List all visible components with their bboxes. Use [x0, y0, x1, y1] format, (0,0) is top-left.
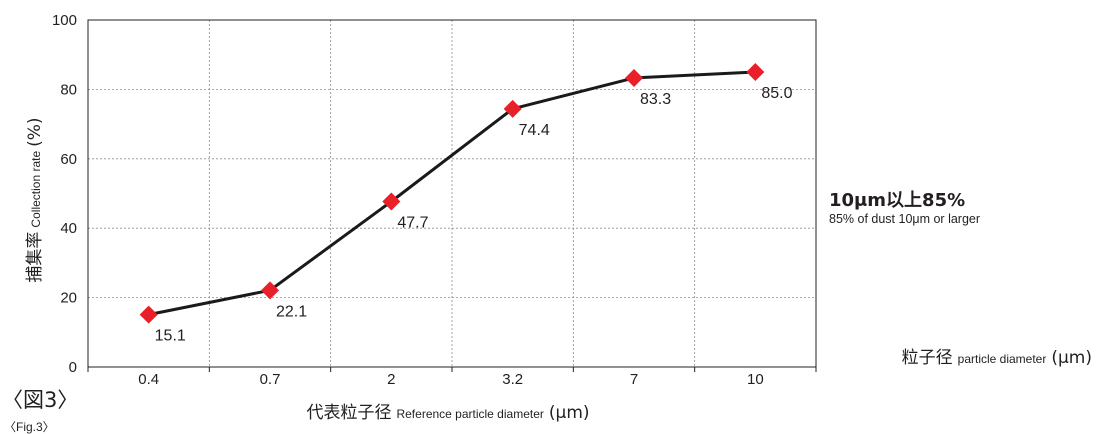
- x-axis-title-unit: (μm): [549, 403, 590, 423]
- x-tick-label: 7: [630, 371, 638, 388]
- side-x-axis-label-en: particle diameter: [958, 352, 1047, 366]
- data-point-marker: [746, 63, 765, 82]
- x-tick-label: 2: [387, 371, 395, 388]
- series-collection-rate: [139, 63, 765, 324]
- x-axis-title-ja: 代表粒子径: [306, 403, 391, 423]
- side-x-axis-label-unit: (μm): [1051, 348, 1092, 368]
- data-point-marker: [261, 281, 279, 300]
- y-axis-title-en: Collection rate: [29, 151, 43, 228]
- x-tick-label: 0.4: [138, 371, 159, 388]
- y-axis-title: 捕集率 Collection rate (%): [25, 117, 45, 282]
- data-point-marker: [503, 99, 522, 118]
- x-tick-label: 0.7: [260, 371, 281, 388]
- y-tick-label: 40: [60, 220, 77, 237]
- y-tick-label: 20: [60, 290, 77, 307]
- annotation-title: 10μm以上85%: [829, 190, 965, 211]
- x-axis-title: 代表粒子径 Reference particle diameter (μm): [306, 403, 589, 423]
- figure-label-ja: 〈図3〉: [2, 388, 78, 412]
- data-labels: 15.1 22.1 47.7 74.4 83.3 85.0: [155, 85, 793, 345]
- data-point-marker: [139, 305, 158, 324]
- series-line: [148, 70, 756, 317]
- data-label: 83.3: [640, 91, 671, 108]
- x-tick-label: 10: [747, 371, 764, 388]
- data-label: 74.4: [519, 122, 550, 139]
- data-label: 22.1: [276, 303, 307, 320]
- side-x-axis-label-ja: 粒子径: [902, 348, 953, 368]
- y-tick-label: 60: [60, 151, 77, 168]
- axes: [87, 19, 817, 372]
- data-label: 15.1: [155, 328, 186, 345]
- y-axis-title-unit: (%): [25, 117, 45, 146]
- annotation-subtitle: 85% of dust 10μm or larger: [829, 212, 980, 226]
- data-point-marker: [625, 68, 643, 87]
- y-tick-label: 80: [60, 81, 77, 98]
- x-axis-title-en: Reference particle diameter: [396, 407, 543, 421]
- figure-label-en: 〈Fig.3〉: [4, 420, 55, 434]
- grid-lines: [88, 20, 816, 367]
- x-tick-labels: 0.4 0.7 2 3.2 7 10: [138, 371, 763, 388]
- x-tick-label: 3.2: [502, 371, 523, 388]
- data-label: 47.7: [397, 214, 428, 231]
- y-axis-title-ja: 捕集率: [25, 232, 45, 283]
- y-tick-label: 100: [52, 12, 77, 29]
- side-x-axis-label: 粒子径 particle diameter (μm): [902, 348, 1092, 368]
- y-tick-labels: 0 20 40 60 80 100: [52, 12, 77, 376]
- data-label: 85.0: [761, 85, 792, 102]
- y-tick-label: 0: [69, 359, 77, 376]
- data-point-marker: [382, 192, 401, 211]
